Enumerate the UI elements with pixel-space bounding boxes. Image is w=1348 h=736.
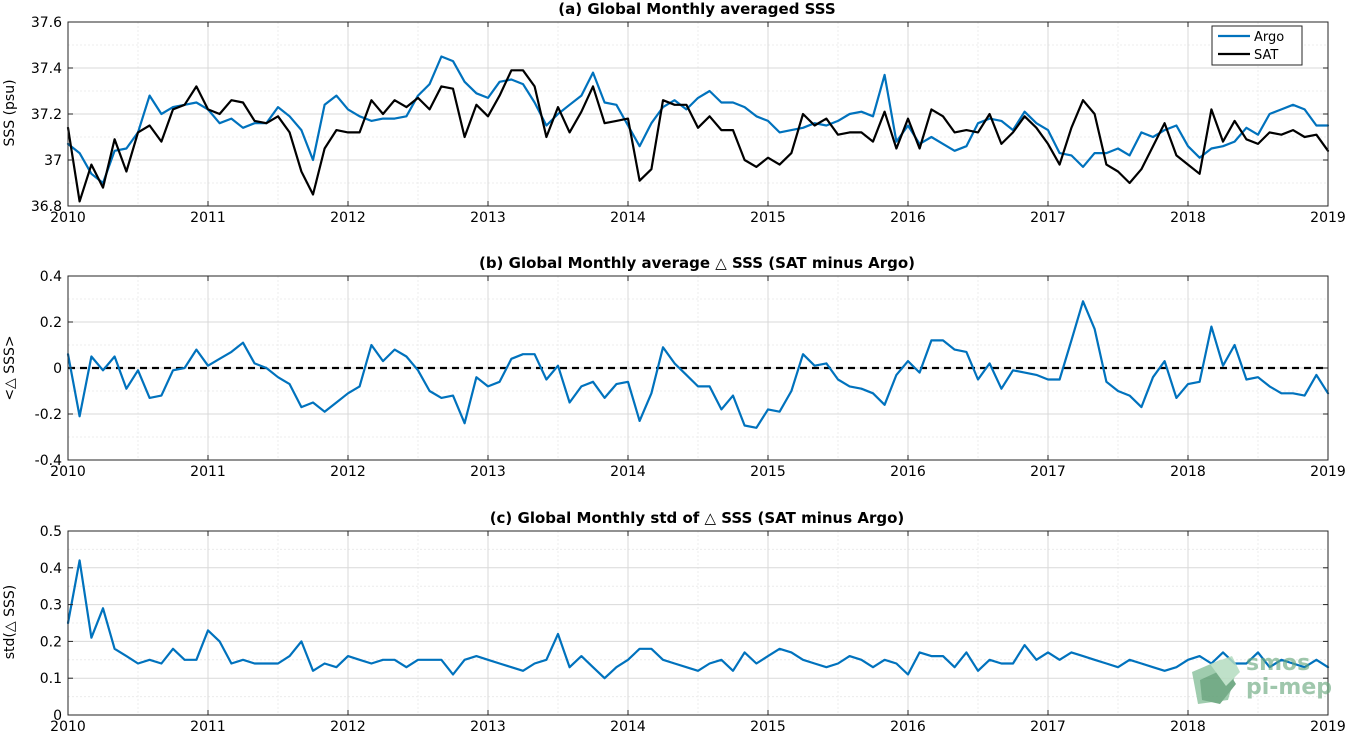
panel-a-x-tick-label: 2017 bbox=[1030, 210, 1066, 226]
panel-a-x-tick-label: 2018 bbox=[1170, 210, 1206, 226]
panel-c-x-tick-label: 2015 bbox=[750, 719, 786, 735]
legend-box bbox=[1211, 25, 1303, 66]
panel-c-y-tick-label: 0.1 bbox=[40, 671, 62, 687]
panel-c-series-line-series bbox=[66, 559, 1330, 680]
panel-c-axis-box bbox=[67, 530, 1329, 716]
legend-label-argo: Argo bbox=[1254, 30, 1284, 45]
panel-a-y-tick-label: 37.2 bbox=[31, 107, 62, 123]
watermark-line2: pi-mep bbox=[1246, 675, 1332, 700]
panel-a-x-tick-label: 2015 bbox=[750, 210, 786, 226]
panel-c-x-tick-label: 2017 bbox=[1030, 719, 1066, 735]
pi-mep-logo-icon bbox=[1192, 656, 1240, 704]
panel-a-x-tick-label: 2013 bbox=[470, 210, 506, 226]
panel-a-y-tick-label: 36.8 bbox=[31, 199, 62, 215]
panel-c-x-tick-label: 2010 bbox=[50, 719, 86, 735]
panel-c-x-tick-label: 2016 bbox=[890, 719, 926, 735]
legend: Argo SAT bbox=[1211, 25, 1303, 66]
panel-c-x-tick-label: 2012 bbox=[330, 719, 366, 735]
panel-b-x-tick-label: 2018 bbox=[1170, 464, 1206, 480]
panel-c-ticks: 2010 2011 2012 2013 2014 2015 2016 2017 2018 2019… bbox=[40, 524, 1346, 735]
panel-b-title: (b) Global Monthly average △ SSS (SAT mi… bbox=[479, 254, 915, 272]
panel-c-y-tick-label: 0.2 bbox=[40, 634, 62, 650]
pi-mep-logo: smos pi-mep bbox=[1192, 651, 1332, 704]
panel-b-y-tick-label: 0.2 bbox=[40, 315, 62, 331]
panel-b-ylabel: <△ SSS> bbox=[2, 335, 18, 400]
panel-b-series-line-series bbox=[66, 300, 1330, 429]
panel-c-x-tick-label: 2013 bbox=[470, 719, 506, 735]
panel-a-ylabel: SSS (psu) bbox=[2, 79, 18, 146]
panel-a-series-line-sat bbox=[66, 69, 1330, 203]
panel-c-y-tick-label: 0.3 bbox=[40, 598, 62, 614]
panel-a: (a) Global Monthly averaged SSS SSS (psu… bbox=[2, 0, 1346, 226]
panel-a-ticks: 2010 2011 2012 2013 2014 2015 2016 2017 2018 2019… bbox=[31, 15, 1346, 226]
legend-label-sat: SAT bbox=[1254, 48, 1278, 63]
panel-b-y-tick-label: -0.2 bbox=[35, 407, 62, 423]
panel-c-x-tick-label: 2019 bbox=[1310, 719, 1346, 735]
panel-c-x-tick-label: 2014 bbox=[610, 719, 646, 735]
panel-b-x-tick-label: 2015 bbox=[750, 464, 786, 480]
panel-b-x-tick-label: 2013 bbox=[470, 464, 506, 480]
panel-b-plot-area bbox=[66, 300, 1330, 429]
panel-c: (c) Global Monthly std of △ SSS (SAT min… bbox=[2, 509, 1346, 735]
panel-b-ticks: 2010 2011 2012 2013 2014 2015 2016 2017 2018 2019… bbox=[35, 269, 1346, 480]
panel-b-x-tick-label: 2017 bbox=[1030, 464, 1066, 480]
panel-b-x-tick-label: 2012 bbox=[330, 464, 366, 480]
panel-b-y-tick-label: 0.4 bbox=[40, 269, 62, 285]
panel-a-y-tick-label: 37 bbox=[44, 153, 62, 169]
panel-c-plot-area bbox=[66, 559, 1330, 680]
panel-a-y-tick-label: 37.4 bbox=[31, 61, 62, 77]
panel-c-x-tick-label: 2018 bbox=[1170, 719, 1206, 735]
panel-b-y-tick-label: -0.4 bbox=[35, 453, 62, 469]
panel-a-y-tick-label: 37.6 bbox=[31, 15, 62, 31]
panel-b-x-tick-label: 2010 bbox=[50, 464, 86, 480]
panel-c-title: (c) Global Monthly std of △ SSS (SAT min… bbox=[490, 509, 905, 527]
panel-c-y-tick-label: 0.5 bbox=[40, 524, 62, 540]
watermark-line1: smos bbox=[1246, 651, 1310, 676]
panel-a-x-tick-label: 2014 bbox=[610, 210, 646, 226]
panel-b-x-tick-label: 2016 bbox=[890, 464, 926, 480]
panel-a-plot-area bbox=[66, 55, 1330, 203]
panel-a-x-tick-label: 2011 bbox=[190, 210, 226, 226]
panel-a-x-tick-label: 2016 bbox=[890, 210, 926, 226]
panel-a-series-line-argo bbox=[66, 55, 1330, 185]
panel-b-x-tick-label: 2011 bbox=[190, 464, 226, 480]
panel-b-x-tick-label: 2019 bbox=[1310, 464, 1346, 480]
panel-c-ylabel: std(△ SSS) bbox=[2, 585, 18, 659]
panel-a-title: (a) Global Monthly averaged SSS bbox=[558, 0, 835, 18]
panel-c-y-tick-label: 0 bbox=[53, 708, 62, 724]
panel-c-y-tick-label: 0.4 bbox=[40, 561, 62, 577]
panel-b-y-tick-label: 0 bbox=[53, 361, 62, 377]
panel-b: (b) Global Monthly average △ SSS (SAT mi… bbox=[2, 254, 1346, 480]
panel-c-x-tick-label: 2011 bbox=[190, 719, 226, 735]
panel-b-x-tick-label: 2014 bbox=[610, 464, 646, 480]
panel-a-x-tick-label: 2019 bbox=[1310, 210, 1346, 226]
panel-a-x-tick-label: 2012 bbox=[330, 210, 366, 226]
panel-a-x-tick-label: 2010 bbox=[50, 210, 86, 226]
